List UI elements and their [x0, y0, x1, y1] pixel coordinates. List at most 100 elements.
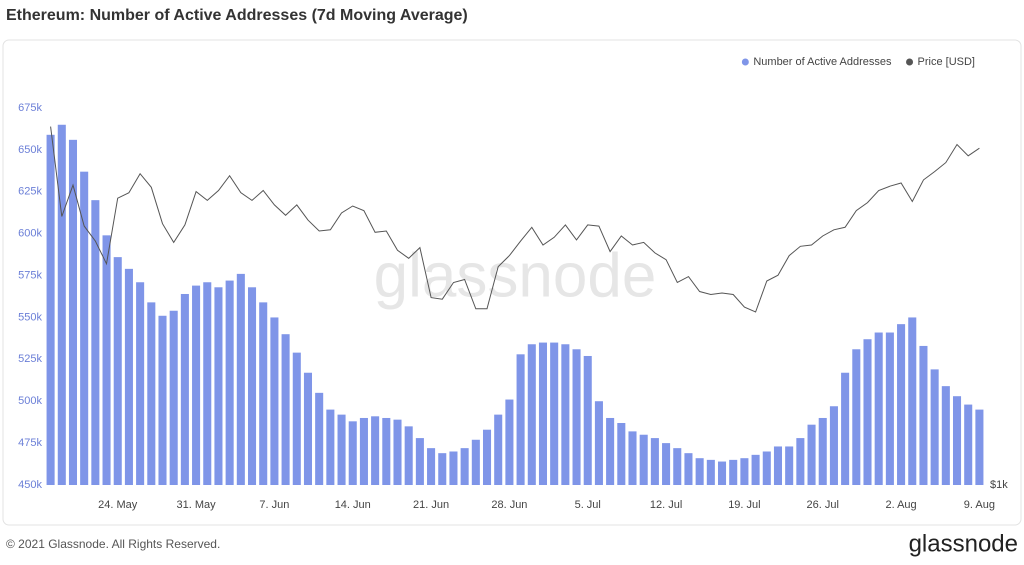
legend-label: Price [USD]: [918, 56, 975, 68]
x-tick-label: 14. Jun: [335, 499, 371, 511]
bar: [729, 459, 738, 485]
x-tick-label: 2. Aug: [885, 499, 916, 511]
y-tick-label: 650k: [18, 144, 42, 156]
bar: [516, 354, 525, 485]
logo: glassnode: [909, 530, 1018, 557]
bar: [102, 235, 111, 485]
bar: [180, 293, 189, 485]
y-tick-label: 575k: [18, 269, 42, 281]
bar: [259, 302, 268, 485]
y-tick-label: 475k: [18, 437, 42, 449]
bar: [203, 282, 212, 485]
chart-title: Ethereum: Number of Active Addresses (7d…: [6, 7, 468, 24]
bar: [673, 448, 682, 485]
bar: [460, 448, 469, 485]
legend-swatch: [906, 58, 914, 66]
bar: [650, 438, 659, 485]
bar: [796, 438, 805, 485]
bar: [639, 434, 648, 485]
bar: [303, 372, 313, 485]
bar: [68, 139, 78, 485]
footer: © 2021 Glassnode. All Rights Reserved.: [6, 537, 220, 551]
bar: [292, 352, 301, 485]
x-tick-label: 26. Jul: [807, 499, 839, 511]
bar: [46, 134, 55, 485]
bar: [247, 287, 257, 485]
bar: [908, 317, 917, 485]
bar: [773, 446, 783, 485]
x-tick-label: 5. Jul: [575, 499, 601, 511]
bar: [236, 273, 245, 485]
y-tick-label: 450k: [18, 479, 42, 491]
bar: [930, 369, 939, 485]
bar: [57, 124, 66, 485]
bar: [941, 386, 950, 485]
bar: [482, 429, 492, 485]
bar: [952, 396, 962, 485]
bar: [919, 345, 928, 485]
y-tick-label: 675k: [18, 102, 42, 114]
bar: [147, 302, 156, 485]
bar: [471, 439, 480, 485]
bar: [706, 459, 715, 485]
bar: [136, 282, 145, 485]
bar: [628, 431, 637, 485]
bar: [192, 285, 201, 485]
bar: [975, 409, 984, 485]
bar: [382, 417, 391, 485]
bar: [561, 344, 570, 485]
x-tick-label: 9. Aug: [964, 499, 995, 511]
bar: [91, 200, 100, 485]
bar: [505, 399, 514, 485]
bar: [617, 423, 626, 485]
bar: [326, 409, 335, 485]
bar: [818, 417, 827, 485]
legend-label: Number of Active Addresses: [753, 56, 892, 68]
bar: [550, 342, 559, 485]
bar: [404, 426, 413, 485]
bar: [270, 317, 279, 485]
x-tick-label: 19. Jul: [728, 499, 760, 511]
bar: [841, 372, 850, 485]
bar: [438, 453, 447, 485]
bar: [538, 342, 548, 485]
bar: [583, 355, 592, 485]
bar: [751, 454, 760, 485]
y-tick-label: 500k: [18, 395, 42, 407]
bar: [807, 424, 816, 485]
bar: [863, 339, 872, 485]
y-tick-label: 525k: [18, 353, 42, 365]
bar: [740, 458, 749, 485]
bar: [684, 453, 693, 485]
bar: [494, 414, 503, 485]
bar: [113, 257, 122, 485]
bar: [348, 421, 357, 485]
y-tick-label: 600k: [18, 228, 42, 240]
bar: [717, 461, 727, 485]
bar: [371, 416, 380, 485]
bar: [695, 458, 704, 485]
bar: [393, 419, 402, 485]
bar: [874, 332, 883, 485]
bar: [594, 401, 603, 485]
price-line: [50, 126, 980, 313]
bar: [169, 310, 178, 485]
x-tick-label: 28. Jun: [491, 499, 527, 511]
bar: [662, 443, 671, 485]
bar: [281, 334, 290, 485]
x-tick-label: 24. May: [98, 499, 138, 511]
bar: [214, 287, 223, 485]
y2-tick-label: $1k: [990, 479, 1008, 491]
bar: [415, 438, 424, 485]
bar: [427, 448, 436, 485]
bar: [785, 446, 794, 485]
legend-swatch: [741, 58, 749, 66]
bar: [897, 324, 906, 485]
bar: [225, 280, 234, 485]
x-tick-label: 21. Jun: [413, 499, 449, 511]
x-tick-label: 12. Jul: [650, 499, 682, 511]
x-tick-label: 7. Jun: [259, 499, 289, 511]
bar: [964, 404, 973, 485]
bar: [885, 332, 894, 485]
